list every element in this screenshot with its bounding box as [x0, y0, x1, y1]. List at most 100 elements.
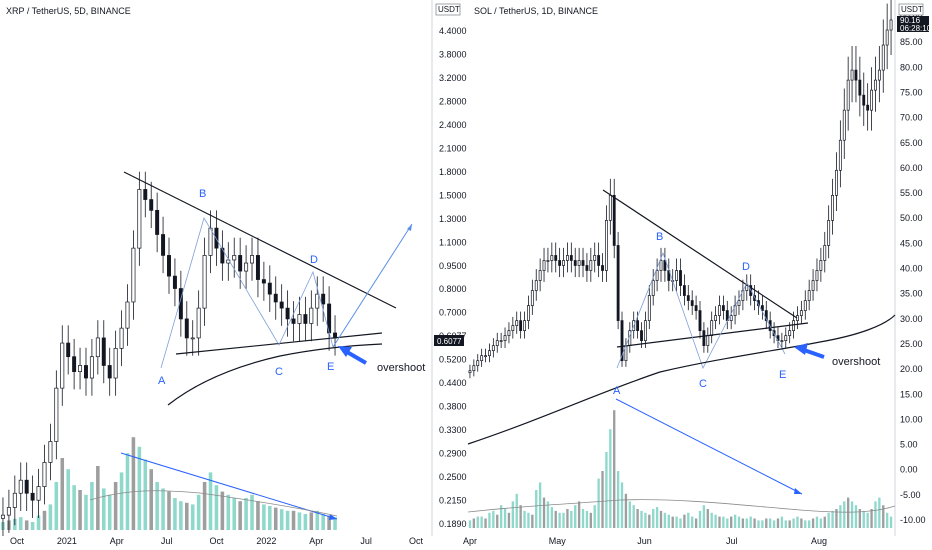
volume-bar [173, 498, 177, 530]
volume-bar [566, 509, 569, 528]
volume-bar [244, 498, 248, 530]
candle [554, 255, 558, 261]
candle [6, 507, 11, 516]
time-tick-label: Aug [811, 536, 827, 546]
candle [161, 234, 166, 256]
candle [472, 365, 476, 372]
volume-bar [605, 452, 608, 528]
volume-bar [531, 514, 534, 528]
volume-bar [315, 510, 320, 530]
volume-bar [620, 482, 624, 528]
candle [550, 255, 554, 261]
candle [729, 315, 733, 321]
sol-currency-badge[interactable] [898, 3, 924, 16]
volume-bar [870, 509, 873, 528]
candle [538, 270, 542, 281]
volume-bar [562, 512, 565, 528]
candle [811, 280, 815, 291]
price-tick-label: 0.3800 [439, 402, 467, 412]
candle [780, 340, 784, 342]
volume-bar [220, 491, 225, 530]
candle [679, 270, 682, 286]
volume-bar [268, 506, 272, 530]
volume-bar [671, 516, 674, 528]
candle [870, 89, 873, 111]
candle [232, 255, 237, 261]
candle [480, 355, 484, 362]
volume-bar [149, 469, 153, 530]
volume-bar [885, 512, 889, 528]
candle [686, 295, 690, 301]
candle [612, 195, 616, 246]
sol-volume-trendline [615, 398, 803, 495]
candle [84, 365, 88, 379]
candle [702, 330, 706, 346]
volume-bar [538, 482, 542, 528]
candle [184, 318, 189, 339]
volume-bar [839, 505, 842, 528]
candle [694, 305, 698, 311]
candle [534, 280, 538, 291]
candle [655, 270, 659, 281]
candle [577, 260, 581, 266]
volume-bar [238, 501, 242, 530]
xrp-wave-e: E [327, 361, 334, 373]
time-tick-label: Oct [409, 536, 424, 546]
volume-bar [854, 505, 858, 528]
volume-bar [90, 482, 94, 530]
volume-bar [285, 510, 290, 530]
volume-bar [808, 520, 811, 528]
candle [546, 260, 550, 262]
volume-bar [683, 514, 686, 528]
volume-bar [468, 520, 472, 528]
volume-bar [878, 497, 881, 528]
price-tick-label: 2.4000 [439, 120, 467, 130]
candle [835, 169, 838, 196]
sol-wave-c: C [699, 378, 707, 390]
candle [297, 314, 302, 324]
candle [107, 365, 112, 379]
xrp-lower-trendline [175, 332, 383, 355]
volume-bar [597, 478, 600, 528]
volume-bar [527, 512, 530, 528]
candle [737, 300, 741, 306]
volume-bar [823, 516, 826, 528]
candle [89, 356, 94, 379]
volume-bar [698, 510, 702, 528]
volume-bar [866, 512, 869, 528]
volume-bar [250, 494, 254, 530]
volume-bar [694, 518, 698, 528]
volume-bar [706, 509, 709, 528]
candle [511, 325, 515, 331]
candle [792, 320, 795, 331]
candle [48, 441, 53, 463]
candle [803, 300, 807, 311]
sol-moving-average [467, 314, 896, 445]
volume-bar [741, 518, 745, 528]
volume-bar [519, 505, 522, 528]
candle [495, 340, 499, 347]
candle [569, 255, 573, 261]
volume-bar [503, 509, 507, 528]
candle [321, 293, 326, 305]
price-tick-label: 75.00 [900, 87, 923, 97]
volume-bar [796, 516, 799, 528]
price-tick-label: 1.1000 [439, 237, 467, 247]
price-tick-label: 1.3000 [439, 214, 467, 224]
volume-bar [273, 507, 278, 530]
candle [503, 335, 507, 341]
time-tick-label: Jul [360, 536, 372, 546]
candle [889, 19, 893, 31]
sol-wave-d: D [742, 261, 750, 273]
xrp-wave-d: D [310, 254, 318, 266]
price-tick-label: 5.00 [900, 440, 918, 450]
volume-bar [309, 512, 314, 530]
candle [172, 275, 177, 289]
candle [303, 314, 308, 324]
volume-bar [484, 518, 487, 528]
volume-bar [125, 453, 130, 530]
price-tick-label: 2.8000 [439, 96, 467, 106]
candle [585, 265, 589, 271]
xrp-currency-badge[interactable] [435, 3, 461, 16]
candle [244, 262, 249, 272]
